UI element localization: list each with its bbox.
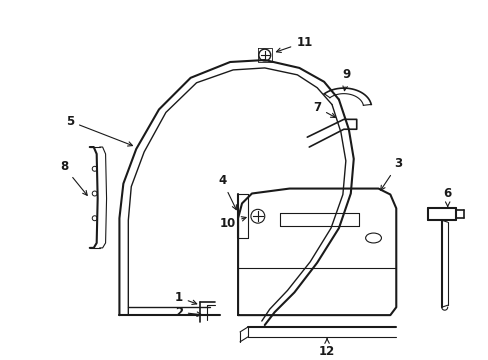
Text: 8: 8 [60, 160, 87, 195]
Text: 3: 3 [380, 157, 402, 190]
Text: 4: 4 [218, 174, 236, 210]
Text: 1: 1 [174, 291, 196, 305]
Text: 11: 11 [276, 36, 312, 53]
Text: 12: 12 [318, 339, 334, 358]
Text: 9: 9 [342, 68, 350, 91]
Text: 2: 2 [174, 306, 201, 319]
Text: 10: 10 [220, 217, 245, 230]
Text: 5: 5 [66, 115, 132, 146]
Text: 7: 7 [312, 101, 335, 117]
Text: 6: 6 [443, 187, 451, 206]
